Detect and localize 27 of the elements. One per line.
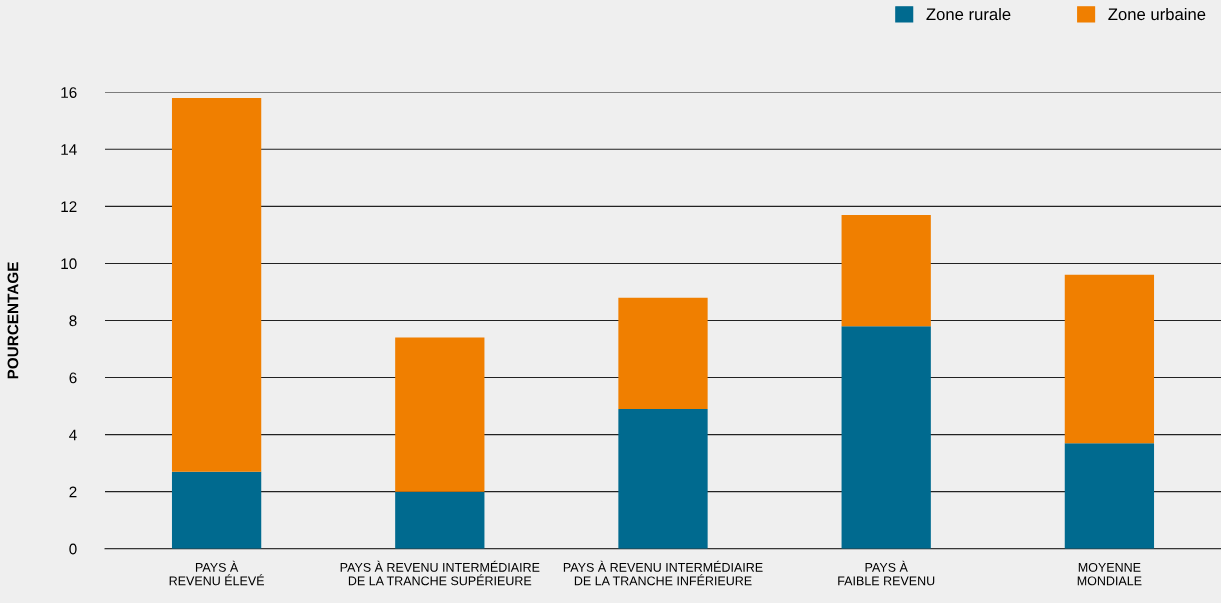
bar <box>841 214 931 327</box>
legend-label: Zone rurale <box>926 7 1011 21</box>
bar <box>171 97 262 472</box>
bar <box>1064 443 1155 549</box>
y-tick-label: 10 <box>61 258 77 270</box>
bar <box>395 491 485 549</box>
y-axis-title: POURCENTAGE <box>7 262 19 379</box>
bar <box>171 471 262 549</box>
x-tick-label: PAYS À REVENU INTERMÉDIAIRE DE LA TRANCHE SUPÉRIEURE <box>340 560 540 586</box>
x-tick-label: PAYS À REVENU ÉLEVÉ <box>169 560 264 586</box>
y-tick-label: 12 <box>61 201 77 212</box>
x-tick-label: PAYS À FAIBLE REVENU <box>838 560 935 586</box>
y-tick-label: 14 <box>61 144 77 155</box>
y-tick-label: 0 <box>69 543 77 555</box>
bar <box>618 297 708 409</box>
x-tick-label: MOYENNE MONDIALE <box>1077 562 1142 586</box>
y-tick-label: 2 <box>69 486 77 498</box>
x-tick-label: PAYS À REVENU INTERMÉDIAIRE DE LA TRANCHE INFÉRIEURE <box>563 560 763 586</box>
bar <box>841 326 931 549</box>
bar <box>618 408 708 549</box>
bar <box>1064 274 1155 444</box>
y-tick-label: 6 <box>69 372 77 384</box>
legend-label: Zone urbaine <box>1108 7 1206 21</box>
y-tick-label: 8 <box>69 315 77 327</box>
y-tick-label: 16 <box>61 87 77 98</box>
bar <box>395 337 485 492</box>
y-tick-label: 4 <box>69 429 77 441</box>
